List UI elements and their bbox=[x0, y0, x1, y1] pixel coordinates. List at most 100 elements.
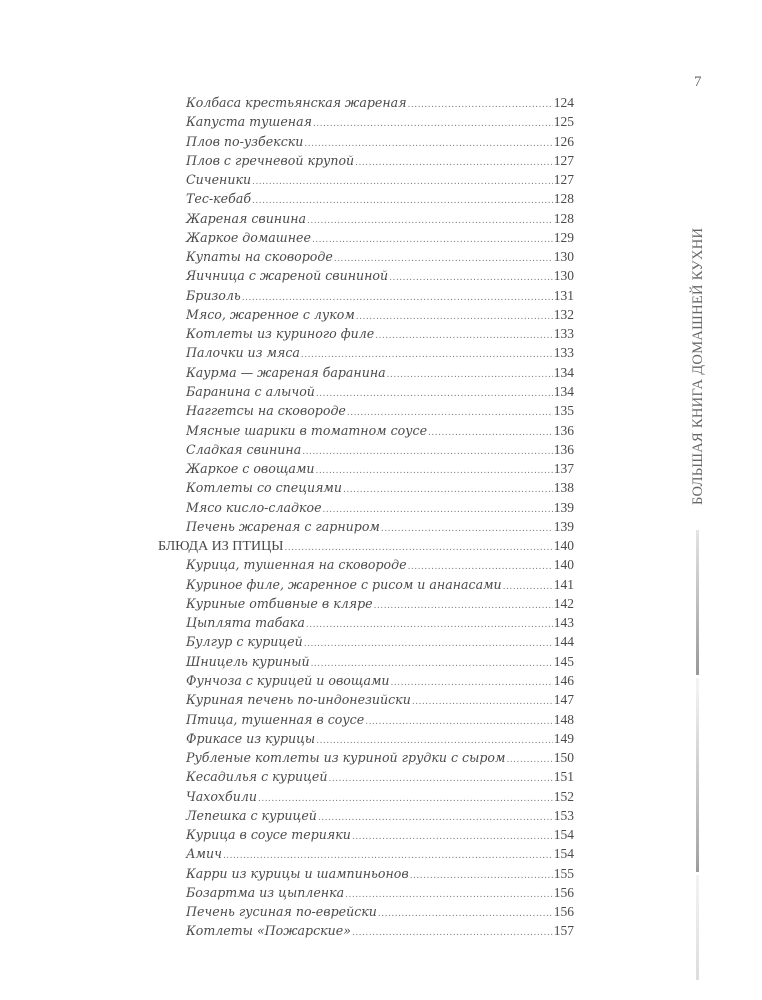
toc-entry-title: Бозартма из цыпленка bbox=[186, 884, 345, 900]
toc-entry: Курица в соусе терияки 154 bbox=[158, 827, 574, 846]
toc-entry: Булгур с курицей 144 bbox=[158, 634, 574, 653]
dot-leader bbox=[316, 466, 553, 476]
toc-entry-title: Карри из курицы и шампиньонов bbox=[186, 865, 409, 881]
toc-entry: Бризоль 131 bbox=[158, 288, 574, 307]
dot-leader bbox=[343, 485, 553, 495]
toc-page-number: 130 bbox=[553, 249, 574, 265]
toc-entry: Плов с гречневой крупой 127 bbox=[158, 153, 574, 172]
toc-page-number: 132 bbox=[553, 306, 574, 322]
toc-entry: Колбаса крестьянская жареная 124 bbox=[158, 95, 574, 114]
toc-page-number: 147 bbox=[553, 692, 574, 708]
dot-leader bbox=[242, 293, 553, 303]
toc-page-number: 138 bbox=[553, 480, 574, 496]
toc-page-number: 144 bbox=[553, 634, 574, 650]
toc-entry-title: Капуста тушеная bbox=[186, 114, 312, 130]
dot-leader bbox=[352, 832, 553, 842]
dot-leader bbox=[252, 196, 553, 206]
toc-entry-title: Куриные отбивные в кляре bbox=[186, 595, 373, 611]
toc-entry-title: Булгур с курицей bbox=[186, 634, 303, 650]
toc-entry-title: Курица в соусе терияки bbox=[186, 827, 351, 843]
toc-entry-title: Печень жареная с гарниром bbox=[186, 518, 380, 534]
dot-leader bbox=[323, 505, 553, 515]
toc-page-number: 156 bbox=[553, 884, 574, 900]
toc-entry-title: Фунчоза с курицей и овощами bbox=[186, 672, 390, 688]
toc-entry-title: Котлеты «Пожарские» bbox=[186, 923, 351, 939]
toc-page-number: 156 bbox=[553, 904, 574, 920]
dot-leader bbox=[506, 755, 552, 765]
dot-leader bbox=[374, 601, 553, 611]
decorative-bar bbox=[696, 678, 699, 692]
toc-entry-title: Котлеты из куриного филе bbox=[186, 326, 375, 342]
dot-leader bbox=[316, 736, 553, 746]
toc-page-number: 153 bbox=[553, 807, 574, 823]
dot-leader bbox=[313, 119, 553, 129]
toc-entry: Палочки из мяса 133 bbox=[158, 345, 574, 364]
dot-leader bbox=[412, 697, 553, 707]
toc-entry-title: Наггетсы на сковороде bbox=[186, 403, 346, 419]
toc-entry: Птица, тушенная в соусе 148 bbox=[158, 712, 574, 731]
toc-entry-title: Шницель куриный bbox=[186, 653, 310, 669]
toc-page-number: 140 bbox=[553, 538, 574, 554]
toc-page-number: 139 bbox=[553, 499, 574, 515]
decorative-bar bbox=[696, 530, 699, 675]
toc-entry-title: Цыплята табака bbox=[186, 615, 305, 631]
toc-entry: Жаркое домашнее 129 bbox=[158, 230, 574, 249]
toc-entry-title: Лепешка с курицей bbox=[186, 807, 317, 823]
toc-entry-title: Плов с гречневой крупой bbox=[186, 152, 355, 168]
toc-entry-title: Кесадилья с курицей bbox=[186, 769, 328, 785]
toc-entry: Капуста тушеная 125 bbox=[158, 114, 574, 133]
toc-entry: Курица, тушенная на сковороде 140 bbox=[158, 557, 574, 576]
toc-entry: Фунчоза с курицей и овощами 146 bbox=[158, 673, 574, 692]
toc-entry-title: Куриная печень по-индонезийски bbox=[186, 692, 411, 708]
toc-entry-title: Фрикасе из курицы bbox=[186, 730, 316, 746]
toc-entry-title: Палочки из мяса bbox=[186, 345, 300, 361]
toc-entry: Фрикасе из курицы 149 bbox=[158, 731, 574, 750]
toc-page-number: 151 bbox=[553, 769, 574, 785]
toc-entry-title: Бризоль bbox=[186, 287, 241, 303]
toc-entry-title: Сладкая свинина bbox=[186, 441, 302, 457]
page-number: 7 bbox=[694, 74, 702, 90]
toc-entry: Жареная свинина 128 bbox=[158, 211, 574, 230]
dot-leader bbox=[307, 216, 553, 226]
dot-leader bbox=[318, 813, 553, 823]
toc-entry: Наггетсы на сковороде 135 bbox=[158, 403, 574, 422]
dot-leader bbox=[352, 928, 553, 938]
toc-page-number: 128 bbox=[553, 191, 574, 207]
dot-leader bbox=[302, 447, 553, 457]
dot-leader bbox=[389, 273, 553, 283]
toc-entry-title: Мясо, жаренное с луком bbox=[186, 306, 355, 322]
dot-leader bbox=[356, 312, 553, 322]
toc-page-number: 142 bbox=[553, 595, 574, 611]
toc-page-number: 148 bbox=[553, 711, 574, 727]
toc-entry: Рубленые котлеты из куриной грудки с сыр… bbox=[158, 750, 574, 769]
dot-leader bbox=[312, 235, 553, 245]
toc-section-heading: БЛЮДА ИЗ ПТИЦЫ 140 bbox=[158, 538, 574, 557]
toc-page-number: 154 bbox=[553, 827, 574, 843]
dot-leader bbox=[311, 659, 553, 669]
toc-page-number: 134 bbox=[553, 383, 574, 399]
dot-leader bbox=[378, 909, 553, 919]
toc-page-number: 133 bbox=[553, 345, 574, 361]
toc-entry: Котлеты «Пожарские» 157 bbox=[158, 923, 574, 942]
toc-entry: Амич 154 bbox=[158, 846, 574, 865]
toc-entry: Чахохбили 152 bbox=[158, 789, 574, 808]
toc-page-number: 157 bbox=[553, 923, 574, 939]
toc-page-number: 139 bbox=[553, 518, 574, 534]
toc-entry-title: Жаркое домашнее bbox=[186, 229, 311, 245]
toc-entry: Жаркое с овощами 137 bbox=[158, 461, 574, 480]
toc-entry-title: Рубленые котлеты из куриной грудки с сыр… bbox=[186, 750, 506, 766]
dot-leader bbox=[304, 139, 552, 149]
dot-leader bbox=[306, 620, 553, 630]
toc-entry: Плов по-узбекски 126 bbox=[158, 134, 574, 153]
dot-leader bbox=[391, 678, 553, 688]
toc-entry-title: Амич bbox=[186, 846, 222, 862]
toc-entry: Купаты на сковороде 130 bbox=[158, 249, 574, 268]
toc-entry: Шницель куриный 145 bbox=[158, 654, 574, 673]
toc-page-number: 135 bbox=[553, 403, 574, 419]
dot-leader bbox=[328, 774, 552, 784]
toc-entry-title: Мясо кисло-сладкое bbox=[186, 499, 322, 515]
dot-leader bbox=[355, 158, 553, 168]
toc-entry-title: Печень гусиная по-еврейски bbox=[186, 904, 377, 920]
dot-leader bbox=[301, 350, 553, 360]
toc-entry: Карри из курицы и шампиньонов 155 bbox=[158, 866, 574, 885]
